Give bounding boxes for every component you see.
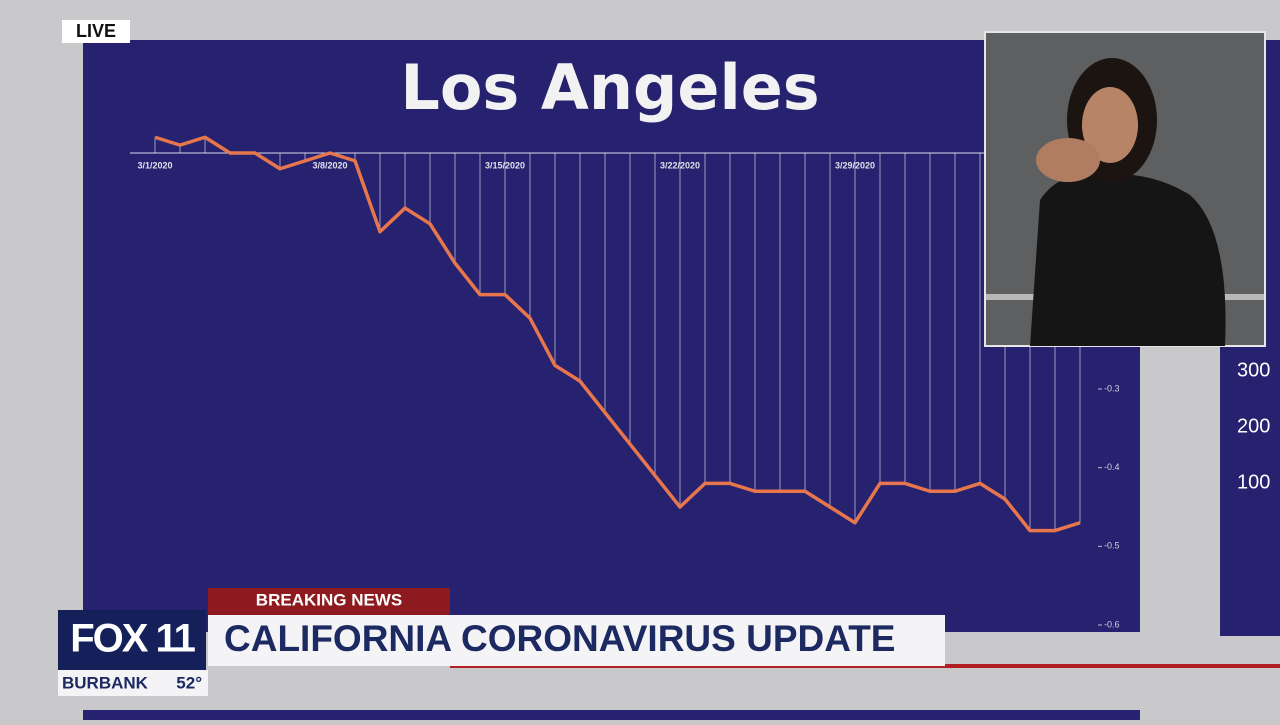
station-label: FOX 11	[70, 617, 195, 661]
y-tick-label: -0.4	[1104, 462, 1120, 472]
bottom-panel	[83, 710, 1140, 720]
chart-title: Los Angeles	[400, 51, 819, 124]
side-tick-label: 200	[1237, 415, 1270, 437]
y-tick-label: -0.5	[1104, 541, 1120, 551]
location: BURBANK	[62, 673, 149, 692]
side-tick-label: 100	[1237, 471, 1270, 493]
series-line	[154, 135, 1081, 533]
y-tick-label: -0.3	[1104, 383, 1120, 393]
temperature: 52°	[176, 673, 202, 692]
live-badge	[62, 20, 130, 43]
x-tick-label: 3/8/2020	[312, 160, 347, 170]
y-tick-label: -0.6	[1104, 619, 1120, 629]
plot: -0.3-0.4-0.5-0.63/1/2020 3/8/2020 3/15/202…	[130, 135, 1120, 629]
live-label: LIVE	[76, 21, 116, 41]
headline-bar	[208, 615, 945, 666]
interpreter-video	[984, 31, 1266, 347]
weather-bar	[58, 670, 208, 696]
station-logo	[58, 610, 206, 670]
breaking-label: BREAKING NEWS	[256, 590, 402, 609]
side-ticks: 300 200 100	[1237, 359, 1270, 493]
x-tick-label: 3/1/2020	[137, 160, 172, 170]
headline: CALIFORNIA CORONAVIRUS UPDATE	[224, 618, 895, 659]
breaking-badge	[208, 588, 450, 615]
side-tick-label: 300	[1237, 359, 1270, 381]
chart-panel	[83, 40, 1140, 632]
